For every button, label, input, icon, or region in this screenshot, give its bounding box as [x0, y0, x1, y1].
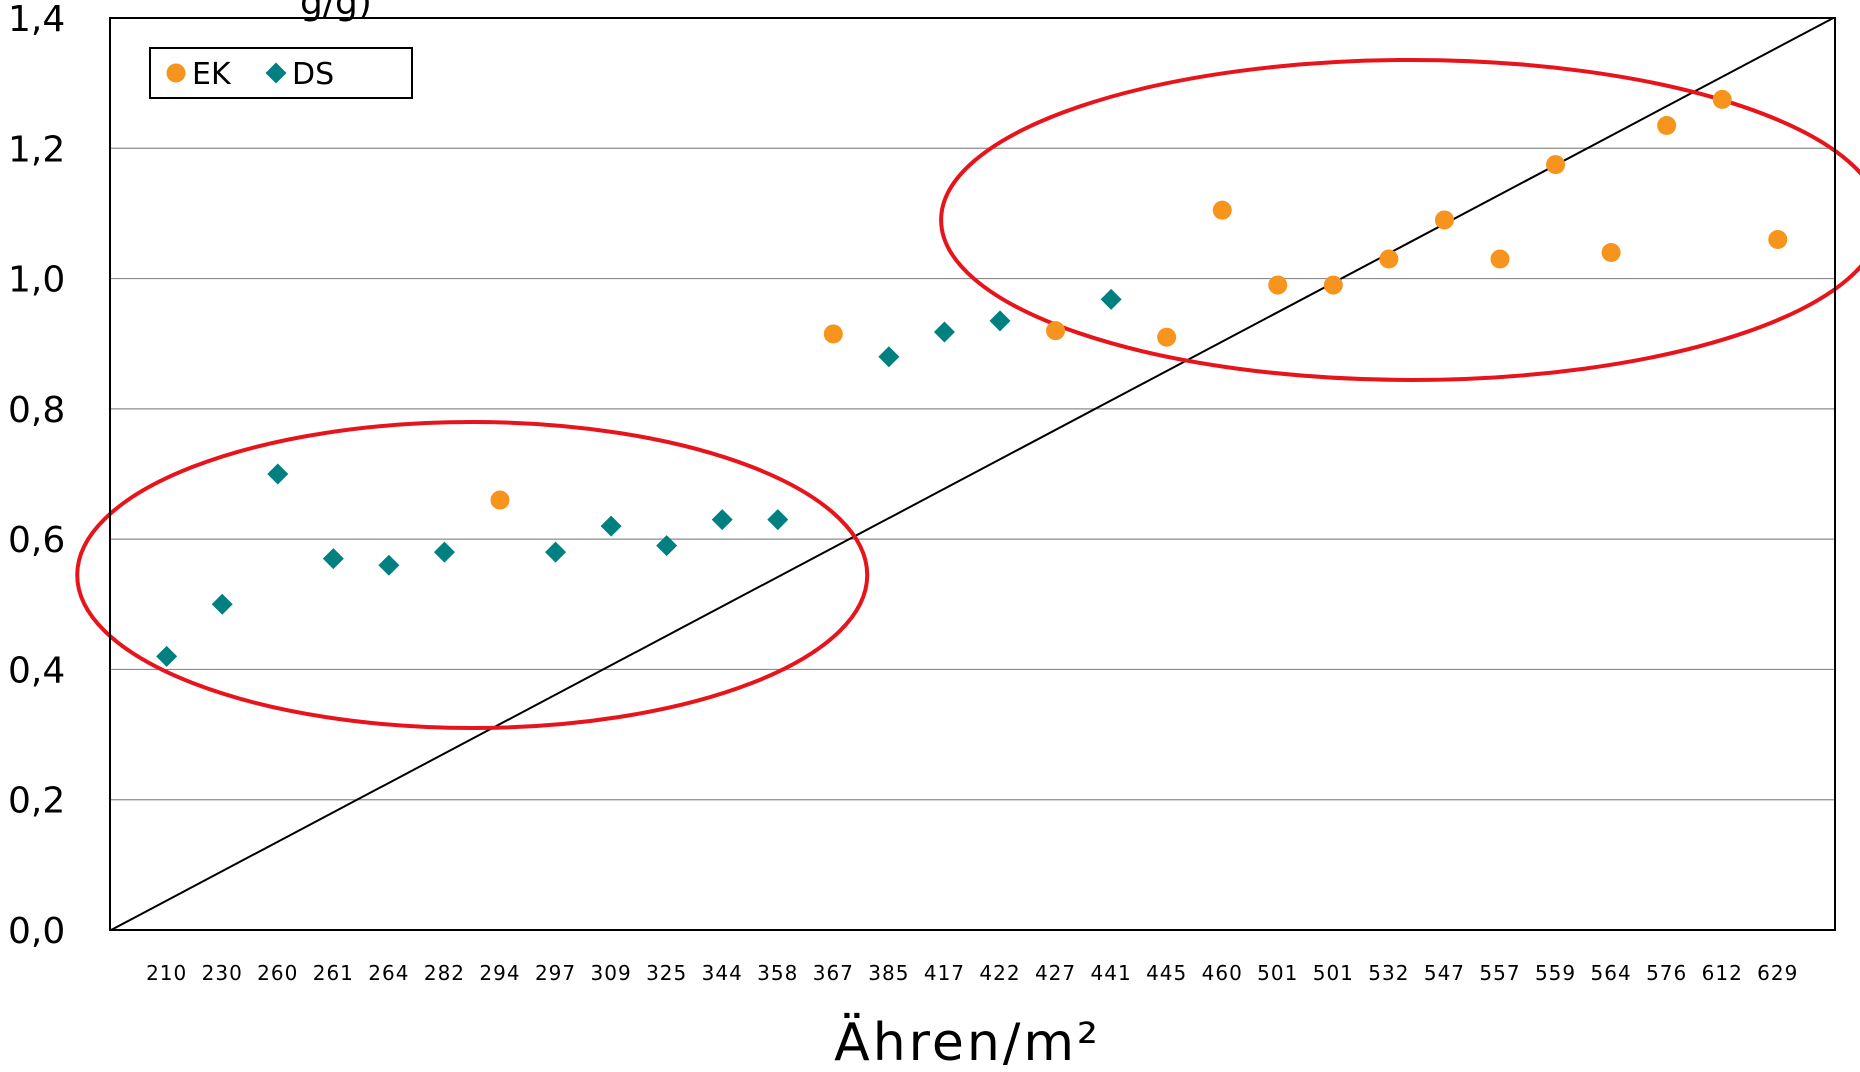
trend-line-group: [110, 17, 1834, 931]
point-ds: [156, 645, 178, 667]
y-tick-label: 0,2: [8, 781, 65, 822]
point-ek: [1601, 243, 1621, 263]
point-ek: [1768, 229, 1788, 249]
point-ds: [933, 321, 955, 343]
x-tick-label: 460: [1202, 961, 1243, 985]
point-ds: [545, 541, 567, 563]
y-tick-label: 1,2: [8, 129, 65, 170]
x-tick-label: 422: [979, 961, 1020, 985]
x-tick-label: 230: [202, 961, 243, 985]
annotation-ellipses: [75, 57, 1860, 730]
x-tick-label: 385: [868, 961, 909, 985]
point-ek: [1157, 327, 1177, 347]
y-tick-label: 0,4: [8, 650, 65, 691]
x-tick-label: 501: [1257, 961, 1298, 985]
y-tick-label: 0,6: [8, 520, 65, 561]
point-ek: [490, 490, 510, 510]
highlight-ellipse-1: [75, 419, 870, 730]
x-tick-label: 427: [1035, 961, 1076, 985]
x-tick-label: 564: [1591, 961, 1632, 985]
x-tick-label: 367: [813, 961, 854, 985]
point-ds: [711, 509, 733, 531]
x-tick-label: 501: [1313, 961, 1354, 985]
legend-marker-ek: [166, 63, 186, 83]
x-tick-label: 629: [1757, 961, 1798, 985]
x-tick-label: 309: [591, 961, 632, 985]
x-tick-label: 557: [1479, 961, 1520, 985]
point-ds: [322, 548, 344, 570]
x-tick-label: 445: [1146, 961, 1187, 985]
x-tick-label: 358: [757, 961, 798, 985]
y-axis-ticks: 0,0 0,2 0,4 0,6 0,8 1,0 1,2 1,4: [8, 0, 65, 952]
point-ek: [1490, 249, 1510, 269]
legend-marker-ds: [265, 62, 287, 84]
plot-area-frame: [109, 17, 1836, 931]
y-tick-label: 0,8: [8, 390, 65, 431]
x-tick-label: 612: [1702, 961, 1743, 985]
x-tick-label: 344: [702, 961, 743, 985]
trend-line: [110, 17, 1834, 931]
point-ds: [211, 593, 233, 615]
x-tick-label: 576: [1646, 961, 1687, 985]
x-tick-label: 559: [1535, 961, 1576, 985]
x-tick-label: 294: [479, 961, 520, 985]
x-tick-label: 260: [257, 961, 298, 985]
point-ds: [600, 515, 622, 537]
point-ds: [378, 554, 400, 576]
x-tick-label: 417: [924, 961, 965, 985]
x-axis-label: Ähren/m²: [834, 1012, 1101, 1072]
y-axis-label-partial: g/g): [300, 0, 372, 23]
point-ek: [1546, 155, 1566, 175]
x-tick-label: 325: [646, 961, 687, 985]
x-tick-label: 297: [535, 961, 576, 985]
point-ek: [1379, 249, 1399, 269]
point-ek: [1712, 89, 1732, 109]
point-ds: [433, 541, 455, 563]
point-ds: [267, 463, 289, 485]
x-tick-label: 261: [313, 961, 354, 985]
point-ek: [1212, 200, 1232, 220]
point-ek: [1046, 321, 1066, 341]
point-ek: [1268, 275, 1288, 295]
point-ds: [767, 509, 789, 531]
x-tick-label: 532: [1368, 961, 1409, 985]
point-ek: [1657, 115, 1677, 135]
legend-label-ds: DS: [292, 57, 334, 92]
x-tick-label: 264: [368, 961, 409, 985]
point-ds: [656, 535, 678, 557]
point-ek: [1323, 275, 1343, 295]
data-points: [156, 89, 1788, 667]
y-tick-label: 0,0: [8, 911, 65, 952]
point-ek: [823, 324, 843, 344]
x-tick-label: 441: [1091, 961, 1132, 985]
x-tick-label: 282: [424, 961, 465, 985]
highlight-ellipse-2: [939, 57, 1860, 382]
y-tick-label: 1,4: [8, 0, 65, 40]
x-tick-label: 547: [1424, 961, 1465, 985]
point-ek: [1434, 210, 1454, 230]
legend: EK DS: [149, 47, 413, 99]
point-ds: [1100, 288, 1122, 310]
x-tick-label: 210: [146, 961, 187, 985]
x-axis-ticks: 210 230 260 261 264 282 294 297 309 325 344 358 367 3…: [146, 961, 1798, 985]
legend-box: [149, 47, 413, 99]
y-tick-label: 1,0: [8, 260, 65, 301]
point-ds: [989, 310, 1011, 332]
point-ds: [878, 346, 900, 368]
legend-label-ek: EK: [192, 57, 232, 92]
